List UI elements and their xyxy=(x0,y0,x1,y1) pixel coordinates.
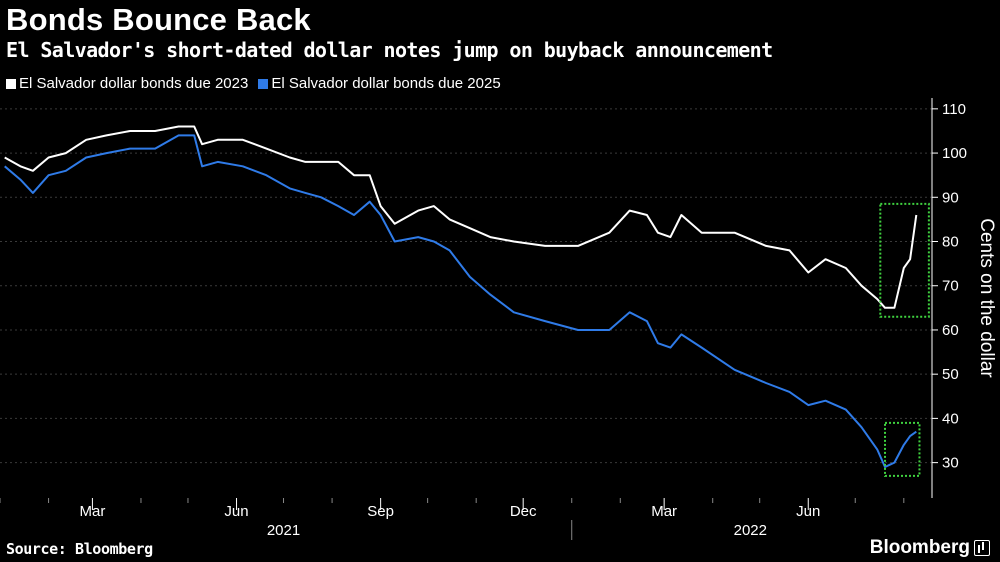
y-tick-label: 60 xyxy=(942,322,959,339)
legend-item-2025: El Salvador dollar bonds due 2025 xyxy=(258,75,501,92)
year-label-2021: 2021 xyxy=(267,522,300,539)
legend-swatch-2023 xyxy=(6,78,16,89)
series-line-2025 xyxy=(4,134,917,468)
legend-label-2025: El Salvador dollar bonds due 2025 xyxy=(271,75,501,92)
legend-swatch-2025 xyxy=(258,78,269,89)
y-tick-label: 40 xyxy=(942,410,959,427)
y-tick-label: 70 xyxy=(942,278,959,295)
legend-item-2023: El Salvador dollar bonds due 2023 xyxy=(6,75,248,92)
legend-label-2023: El Salvador dollar bonds due 2023 xyxy=(19,75,249,92)
series-line-2023 xyxy=(4,125,918,309)
year-label-2022: 2022 xyxy=(734,522,767,539)
highlight-box-2025 xyxy=(884,421,921,477)
x-tick-label: Mar xyxy=(651,503,677,520)
highlight-box-2023 xyxy=(879,202,930,318)
x-tick-label: Mar xyxy=(79,503,105,520)
y-tick-label: 30 xyxy=(942,455,959,472)
brand-text: Bloomberg xyxy=(869,537,970,558)
x-tick-label: Dec xyxy=(510,503,537,520)
bloomberg-logo: Bloomberg xyxy=(870,537,990,559)
x-tick-label: Jun xyxy=(796,503,820,520)
x-tick-label: Jun xyxy=(224,503,248,520)
y-tick-label: 90 xyxy=(942,189,959,206)
bar-chart-icon xyxy=(974,540,990,556)
y-tick-label: 110 xyxy=(942,101,966,118)
chart-subtitle: El Salvador's short-dated dollar notes j… xyxy=(6,38,773,62)
y-axis-label: Cents on the dollar xyxy=(976,218,997,378)
legend: El Salvador dollar bonds due 2023 El Sal… xyxy=(6,75,501,92)
y-tick-label: 80 xyxy=(942,234,959,251)
source-note: Source: Bloomberg xyxy=(6,540,153,558)
y-tick-label: 100 xyxy=(942,145,967,162)
y-tick-label: 50 xyxy=(942,366,959,383)
chart-title: Bonds Bounce Back xyxy=(6,2,311,37)
x-tick-label: Sep xyxy=(367,503,394,520)
